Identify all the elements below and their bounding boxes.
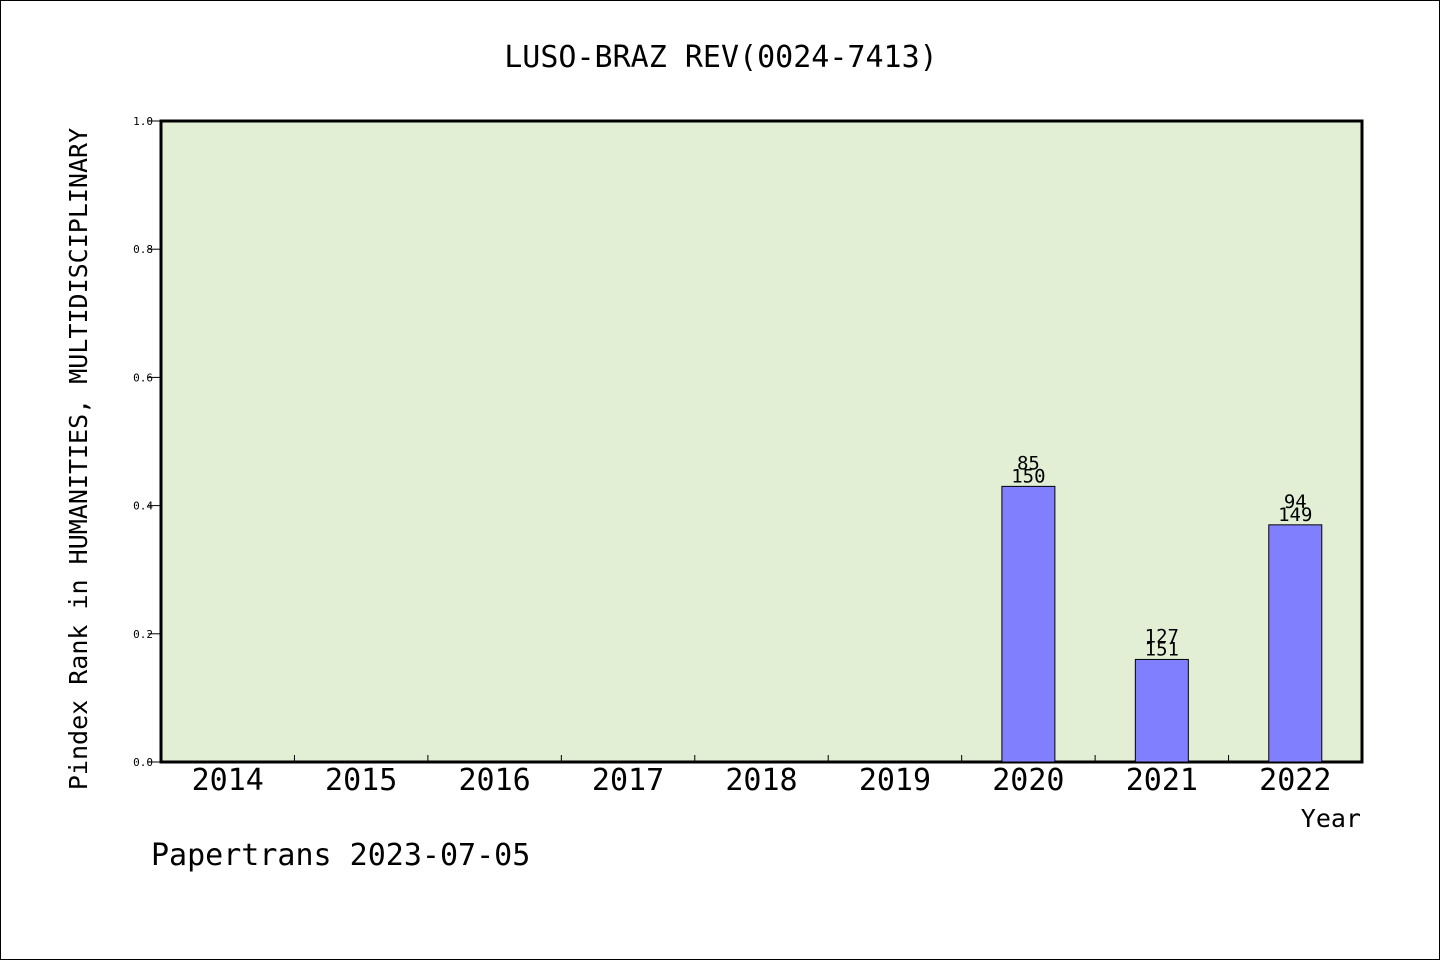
bar-total-label: 149 [1278, 504, 1312, 526]
y-tick-label: 0.0 [133, 756, 153, 769]
x-tick-label: 2014 [192, 763, 264, 798]
y-tick-label: 1.0 [133, 115, 153, 128]
y-tick-label: 0.8 [133, 243, 153, 256]
bar-total-label: 150 [1011, 465, 1045, 487]
x-tick-label: 2017 [592, 763, 664, 798]
bar-2022 [1268, 524, 1323, 763]
y-tick-label: 0.2 [133, 628, 153, 641]
x-tick-label: 2021 [1126, 763, 1198, 798]
x-tick-label: 2016 [458, 763, 530, 798]
x-tick-label: 2022 [1259, 763, 1331, 798]
bar-rank-label: 127 [1145, 625, 1179, 647]
x-tick-label: 2015 [325, 763, 397, 798]
bar-2021 [1134, 658, 1189, 763]
footer-text: Papertrans 2023-07-05 [151, 838, 530, 873]
bar-total-label: 151 [1145, 638, 1179, 660]
y-axis: 0.0 0.2 0.4 0.6 0.8 1.0 [133, 115, 161, 769]
y-tick-label: 0.6 [133, 371, 153, 384]
x-axis: 2014 2015 2016 2017 2018 2019 2020 2021 2022 [192, 755, 1331, 798]
x-tick-label: 2020 [992, 763, 1064, 798]
bar-rank-label: 94 [1284, 491, 1307, 513]
x-tick-label: 2018 [725, 763, 797, 798]
x-axis-label: Year [1301, 804, 1361, 833]
chart-title: LUSO-BRAZ REV(0024-7413) [504, 40, 937, 75]
y-axis-label: Pindex Rank in HUMANITIES, MULTIDISCIPLI… [64, 128, 93, 790]
bar-rank-label: 85 [1017, 452, 1040, 474]
plot-area [159, 119, 1364, 764]
x-tick-label: 2019 [859, 763, 931, 798]
bar-2020 [1001, 485, 1056, 763]
y-tick-label: 0.4 [133, 500, 153, 513]
